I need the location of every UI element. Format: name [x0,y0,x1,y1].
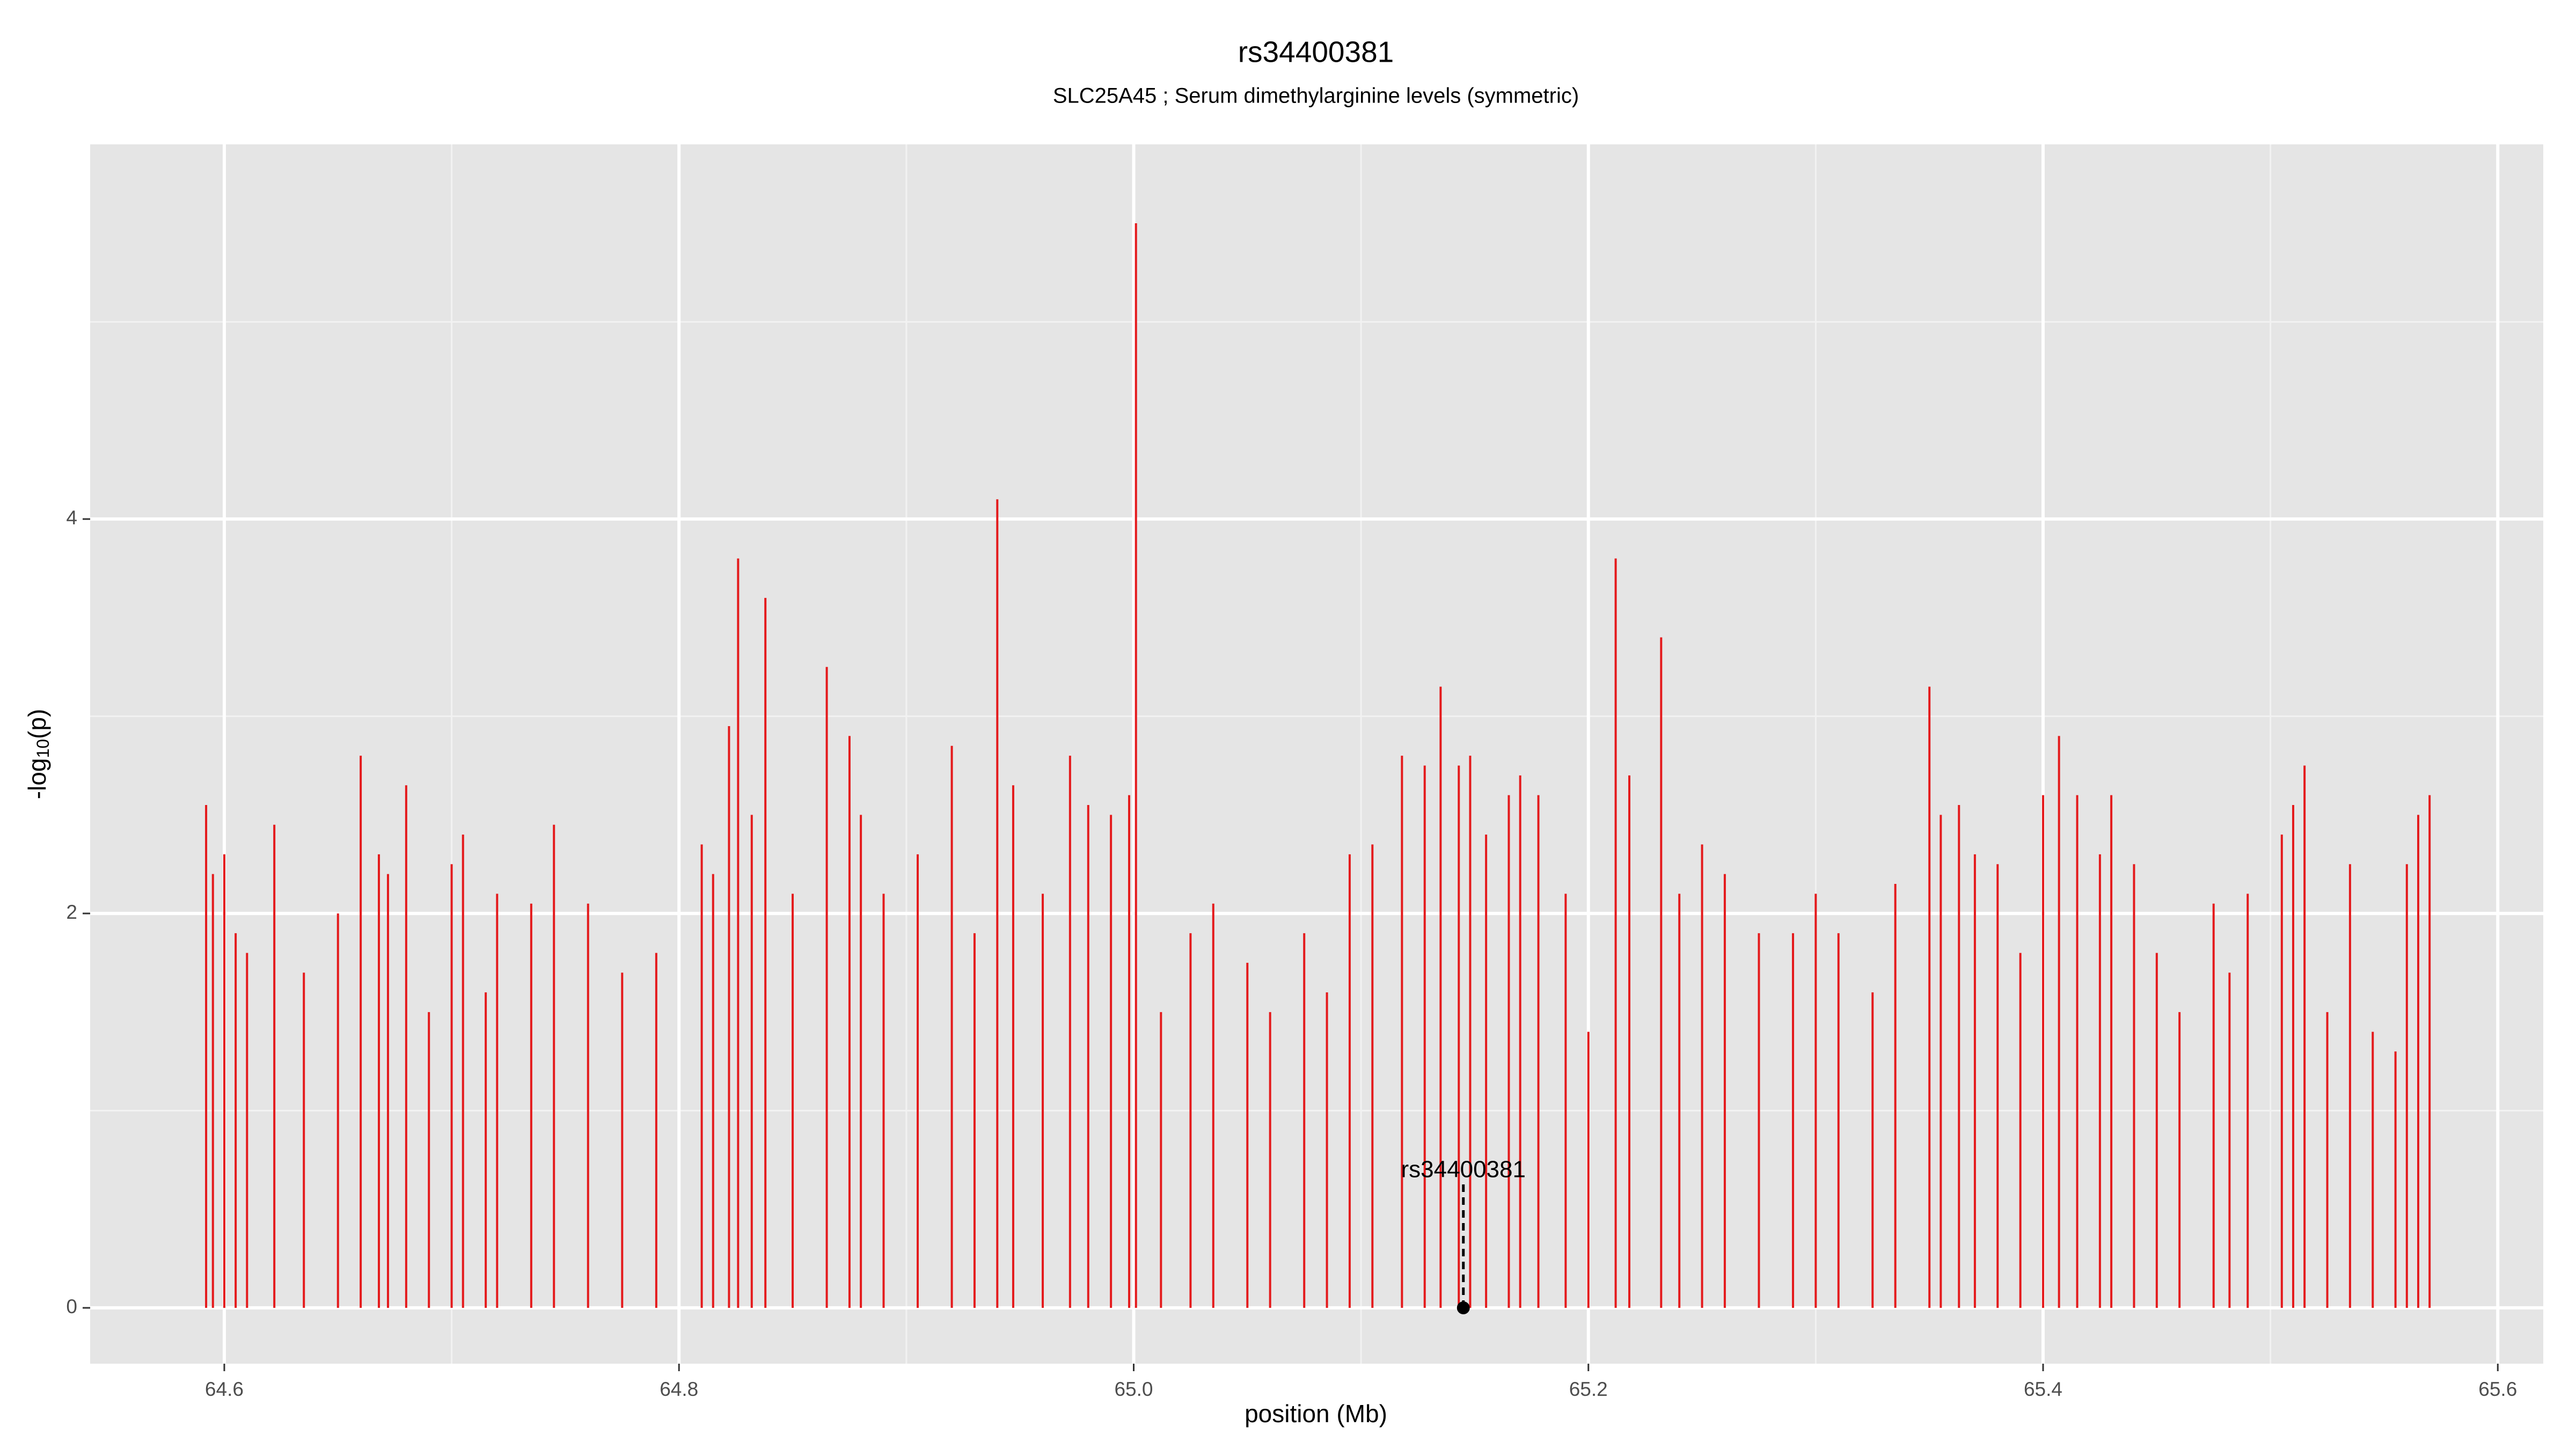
y-label-part: -log [23,758,51,800]
x-tick-label: 65.6 [2478,1378,2517,1400]
x-tick-label: 64.8 [660,1378,698,1400]
y-tick-label: 4 [66,507,77,529]
y-tick-label: 2 [66,901,77,923]
chart-subtitle: SLC25A45 ; Serum dimethylarginine levels… [1053,84,1579,108]
y-axis-label: -log10(p) [23,709,53,800]
chart-title: rs34400381 [1238,35,1394,69]
x-tick-label: 65.0 [1114,1378,1153,1400]
x-axis-label: position (Mb) [1245,1400,1387,1428]
x-tick-label: 65.2 [1569,1378,1608,1400]
highlight-point [1457,1301,1470,1315]
y-tick-label: 0 [66,1296,77,1318]
y-label-part: 10 [33,739,53,758]
highlight-label: rs34400381 [1401,1157,1526,1183]
x-tick-label: 65.4 [2024,1378,2062,1400]
y-label-part: (p) [23,709,51,739]
x-tick-label: 64.6 [205,1378,244,1400]
plot-panel [90,144,2543,1364]
